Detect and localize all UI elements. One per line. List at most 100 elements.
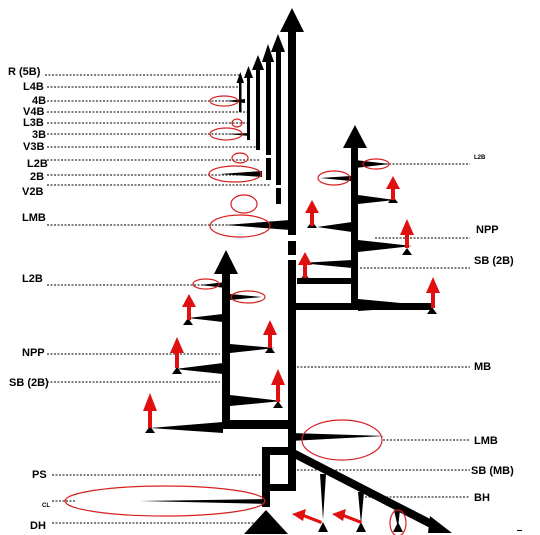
node-r5 [427, 307, 437, 314]
red-arrow-diag-1 [292, 509, 322, 524]
bh-spine-1 [320, 474, 326, 520]
ellipse-2b [208, 165, 262, 183]
main-axis [220, 8, 304, 490]
left-branch-apex [214, 250, 238, 274]
bh-node-1 [318, 522, 328, 532]
leaf-left-l2b [200, 282, 226, 288]
bh-apex [428, 516, 452, 533]
leaf-4b [225, 99, 245, 103]
label-r5b: R (5B) [8, 66, 41, 78]
stem-v3b-lower [266, 158, 271, 180]
red-arrow-up-5 [426, 277, 440, 308]
ellipse-3b [209, 127, 243, 141]
red-arrow-up-1 [305, 200, 319, 226]
leaf-right-5 [300, 260, 352, 268]
ellipse-lmb-base [301, 419, 383, 461]
leaf-right-upper [320, 176, 351, 181]
base-structure [140, 433, 452, 534]
label-cl: CL [42, 503, 50, 509]
label-lmb-right: LMB [474, 435, 498, 447]
label-l4b: L4B [23, 81, 44, 93]
bh-spine-2 [358, 492, 364, 524]
node-r4 [402, 248, 412, 255]
leaf-left-sb [150, 422, 223, 433]
leaf-cl [140, 499, 270, 504]
label-v4b: V4B [23, 106, 44, 118]
ellipse-l3b [231, 118, 243, 128]
label-sb2b-left: SB (2B) [9, 377, 49, 389]
leaf-left-3 [188, 314, 223, 322]
node-l4 [273, 401, 283, 408]
ellipse-l2b-top [231, 152, 249, 164]
leaf-right-npp [358, 240, 412, 252]
apex-v2b [271, 34, 285, 52]
label-l3b: L3B [23, 117, 44, 129]
leaf-left-6 [230, 395, 282, 406]
ellipse-right-upper [317, 170, 351, 186]
right-labels: L2B NPP SB (2B) MB LMB SB (MB) BH [297, 155, 514, 504]
red-arrow-diag-2 [332, 509, 362, 524]
ellipse-v2b [230, 194, 258, 214]
label-v3b: V3B [23, 141, 44, 153]
red-arrow-up-2 [298, 252, 312, 278]
red-arrow-up-8 [170, 337, 184, 368]
leaf-lmb [225, 220, 290, 230]
label-l2b-top: L2B [27, 158, 48, 170]
leaf-right-sb [358, 299, 432, 311]
left-branch-base [222, 420, 290, 429]
apex-r5b [236, 72, 244, 83]
leaf-2b [220, 171, 262, 177]
main-stem-mid [288, 241, 296, 255]
ellipse-right-l2b [362, 158, 390, 170]
corner-mark [517, 530, 522, 531]
ellipse-bh [389, 509, 407, 535]
label-lmb: LMB [22, 212, 46, 224]
right-branch-apex [343, 125, 367, 148]
bh-node-2 [356, 522, 366, 532]
ellipse-4b [209, 95, 239, 107]
node-markers [145, 196, 437, 433]
leaf-3b [226, 133, 250, 136]
red-arrow-up-7 [263, 320, 277, 348]
stem-r5b [239, 82, 242, 112]
red-arrow-up-3 [386, 176, 400, 200]
red-arrow-up-4 [400, 219, 414, 248]
bh-node-3 [393, 522, 403, 532]
red-arrow-up-10 [143, 393, 157, 428]
leaf-right-l2b [355, 160, 390, 168]
ps-join [270, 484, 296, 491]
leaf-left-npp [175, 363, 223, 374]
leaf-right-3 [317, 222, 352, 232]
red-arrow-up-9 [271, 369, 285, 402]
ps-top [262, 447, 294, 455]
label-npp-right: NPP [476, 224, 499, 236]
main-stem-lower [288, 260, 296, 490]
ellipse-left-2 [230, 290, 266, 304]
dh-base [244, 510, 288, 534]
right-branch [296, 125, 432, 311]
left-branch-stem [222, 272, 230, 422]
stem-v3b [266, 60, 271, 155]
label-ps: PS [32, 469, 47, 481]
leaf-lmb-base [290, 433, 385, 441]
apex-l4b [244, 66, 253, 78]
leaf-right-2 [358, 195, 395, 204]
label-bh: BH [474, 492, 490, 504]
ps-stem [262, 447, 270, 507]
label-sb2b-right: SB (2B) [474, 255, 514, 267]
red-arrows [143, 176, 440, 524]
stem-v4b [256, 70, 260, 150]
ellipse-cl [64, 485, 266, 517]
right-branch-connector [297, 278, 354, 284]
label-mb: MB [474, 361, 491, 373]
left-labels: R (5B) L4B 4B V4B L3B 3B V3B L2B 2B V2B … [8, 66, 270, 532]
ellipse-left-l2b [192, 278, 220, 290]
stem-v2b-lower [276, 188, 281, 204]
node-l1 [183, 318, 193, 325]
label-l2b-small: L2B [474, 155, 486, 161]
highlight-ellipses [64, 95, 407, 535]
label-dh: DH [30, 520, 46, 532]
main-stem-upper [288, 30, 296, 235]
right-branch-stem [351, 145, 358, 305]
